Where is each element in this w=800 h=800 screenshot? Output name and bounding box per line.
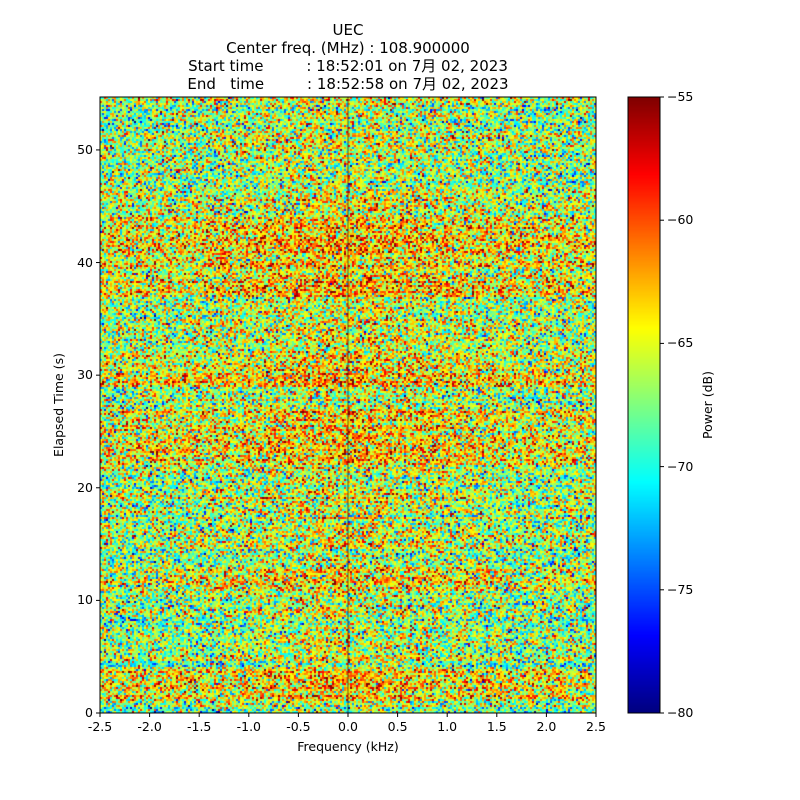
colorbar-label: Power (dB) [700,370,715,440]
x-tick-label: 1.0 [437,719,458,734]
y-tick-label: 10 [77,592,93,608]
y-tick-label: 40 [77,254,93,270]
y-axis-label: Elapsed Time (s) [51,353,66,457]
colorbar-tick-label: −75 [667,581,694,597]
colorbar-tick-label: −70 [667,458,694,474]
title-line-4: End time : 18:52:58 on 7月 02, 2023 [187,75,509,93]
y-tick-label: 50 [77,141,93,157]
x-tick-label: -1.5 [186,719,212,734]
title-line-3: Start time : 18:52:01 on 7月 02, 2023 [188,57,508,75]
x-tick-label: -1.0 [236,719,261,734]
x-tick-label: -2.0 [137,719,162,734]
colorbar-gradient [628,97,660,713]
colorbar-tick-label: −60 [667,212,694,228]
y-tick-label: 20 [77,479,93,495]
x-tick-label: -0.5 [286,719,311,734]
colorbar-frame [627,96,661,714]
y-tick-label: 0 [85,705,93,720]
title-line-1: UEC [332,21,364,39]
colorbar-tick-label: −55 [667,89,694,104]
x-tick-label: -2.5 [87,719,113,734]
title-line-2: Center freq. (MHz) : 108.900000 [226,39,470,57]
x-tick-label: 0.0 [338,719,358,734]
plot-frame [99,96,597,714]
x-tick-label: 2.0 [536,719,557,734]
x-tick-label: 2.5 [586,719,606,734]
x-tick-label: 0.5 [387,719,408,734]
y-tick-label: 30 [77,367,93,383]
x-tick-label: 1.5 [486,719,507,734]
x-axis-label: Frequency (kHz) [297,739,399,754]
colorbar-tick-label: −80 [667,705,694,720]
spectrogram-image [100,97,596,713]
colorbar-tick-label: −65 [667,335,694,351]
